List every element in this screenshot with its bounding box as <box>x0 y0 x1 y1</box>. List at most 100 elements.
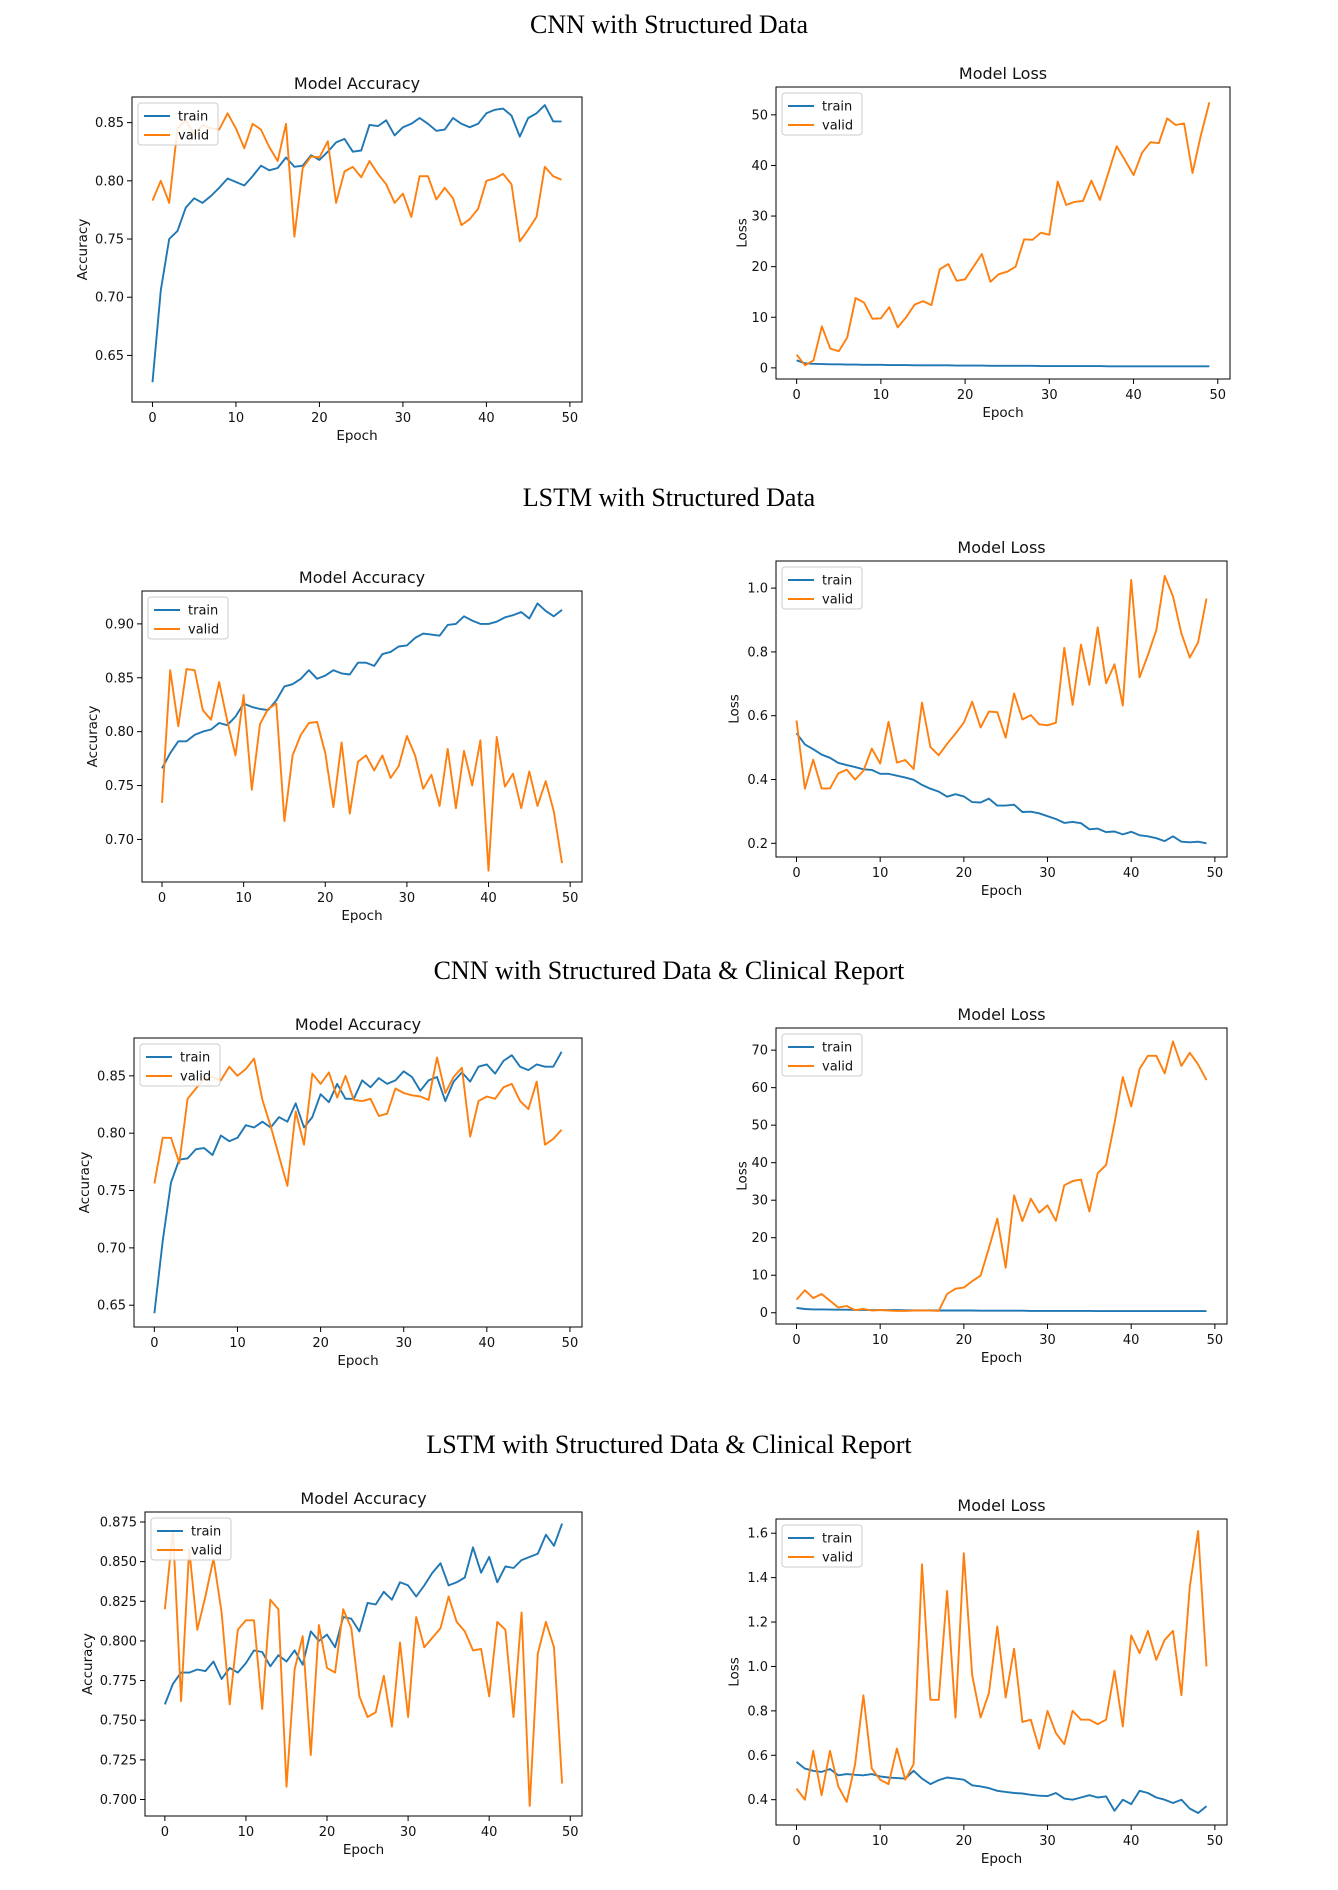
y-tick-label: 30 <box>751 210 768 225</box>
legend-valid-label: valid <box>822 1551 853 1566</box>
x-tick-label: 40 <box>478 411 495 426</box>
y-tick-label: 0.85 <box>95 116 124 131</box>
y-axis-label: Loss <box>727 1657 743 1687</box>
train-series-line <box>151 104 562 383</box>
y-tick-label: 0.75 <box>105 779 134 794</box>
lstm-struct-clinical-loss-chart: Model Loss 0 10 20 30 40 50 0.4 0.6 0.8 1.0 1.2 1.4 1… <box>727 1496 1228 1867</box>
valid-series-line <box>163 1528 564 1807</box>
valid-series-line <box>795 101 1211 367</box>
y-tick-label: 0.65 <box>95 349 124 364</box>
x-tick-label: 10 <box>872 1333 889 1348</box>
x-tick-label: 10 <box>873 388 890 403</box>
y-tick-label: 1.2 <box>747 1616 768 1631</box>
y-tick-label: 50 <box>751 108 768 123</box>
x-tick-label: 50 <box>1207 1333 1224 1348</box>
plot-frame <box>775 1027 1228 1325</box>
x-tick-label: 10 <box>872 1834 889 1849</box>
x-tick-label: 20 <box>317 891 334 906</box>
x-tick-label: 30 <box>1039 866 1056 881</box>
train-series-line <box>795 732 1207 845</box>
legend: train valid <box>781 1033 863 1077</box>
x-tick-label: 20 <box>956 1333 973 1348</box>
plot-title: Model Loss <box>957 1496 1045 1515</box>
x-tick-label: 40 <box>1123 1834 1140 1849</box>
legend-valid-label: valid <box>191 1544 222 1559</box>
legend-train-label: train <box>822 1041 852 1056</box>
section-title-3: CNN with Structured Data & Clinical Repo… <box>433 956 905 985</box>
y-tick-label: 0.80 <box>95 174 124 189</box>
legend: train valid <box>147 596 229 640</box>
y-tick-label: 20 <box>751 260 768 275</box>
y-tick-label: 0.70 <box>95 291 124 306</box>
legend: train valid <box>781 1524 863 1568</box>
y-axis-label: Accuracy <box>77 1152 93 1214</box>
legend-train-label: train <box>180 1051 210 1066</box>
y-tick-label: 0.8 <box>747 645 768 660</box>
lstm-struct-accuracy-chart: Model Accuracy 0 10 20 30 40 50 0.70 0.75 0.80 0.8… <box>85 568 583 924</box>
y-tick-label: 0.75 <box>97 1184 126 1199</box>
train-series-line <box>796 359 1210 368</box>
y-tick-label: 0 <box>760 1306 768 1321</box>
legend: train valid <box>139 1043 221 1087</box>
x-tick-label: 30 <box>1039 1834 1056 1849</box>
plot-frame <box>144 1511 583 1817</box>
x-axis-label: Epoch <box>337 1353 378 1369</box>
valid-series-line <box>795 1040 1208 1312</box>
x-tick-label: 20 <box>956 1834 973 1849</box>
legend-train-label: train <box>822 574 852 589</box>
legend: train valid <box>137 102 219 146</box>
x-tick-label: 20 <box>312 1336 329 1351</box>
x-tick-label: 0 <box>792 1333 800 1348</box>
y-tick-label: 0.65 <box>97 1299 126 1314</box>
x-tick-label: 0 <box>161 1825 169 1840</box>
plot-frame <box>141 590 583 883</box>
x-tick-label: 30 <box>399 891 416 906</box>
y-tick-label: 0.75 <box>95 233 124 248</box>
x-tick-label: 40 <box>1125 388 1142 403</box>
y-tick-label: 0.90 <box>105 617 134 632</box>
y-tick-label: 0.70 <box>97 1241 126 1256</box>
x-tick-label: 40 <box>479 1336 496 1351</box>
legend-valid-label: valid <box>188 623 219 638</box>
train-series-line <box>795 1761 1208 1814</box>
x-tick-label: 50 <box>1207 1834 1224 1849</box>
y-tick-label: 0.6 <box>747 709 768 724</box>
y-axis-label: Accuracy <box>75 219 91 281</box>
cnn-struct-clinical-accuracy-chart: Model Accuracy 0 10 20 30 40 50 0.65 0.70 0.75 0.8… <box>77 1015 583 1369</box>
y-tick-label: 0.6 <box>747 1749 768 1764</box>
x-tick-label: 30 <box>395 1336 412 1351</box>
x-axis-label: Epoch <box>341 908 382 924</box>
valid-series-line <box>795 575 1208 790</box>
x-tick-label: 50 <box>1207 866 1224 881</box>
section-title-1: CNN with Structured Data <box>529 10 808 39</box>
train-series-line <box>153 1051 563 1314</box>
x-tick-label: 40 <box>1123 866 1140 881</box>
x-axis-label: Epoch <box>343 1842 384 1858</box>
y-tick-label: 0.875 <box>100 1515 137 1530</box>
legend: train valid <box>781 566 863 610</box>
legend-valid-label: valid <box>822 1060 853 1075</box>
lstm-struct-loss-chart: Model Loss 0 10 20 30 40 50 0.2 0.4 0.6 0.8 1.0 Epoc… <box>727 538 1228 899</box>
x-tick-label: 0 <box>158 891 166 906</box>
x-tick-label: 30 <box>400 1825 417 1840</box>
cnn-struct-accuracy-chart: Model Accuracy 0 10 20 30 40 50 0.65 0.70 0.75 0.8… <box>75 74 583 444</box>
x-axis-label: Epoch <box>981 1851 1022 1867</box>
section-title-4: LSTM with Structured Data & Clinical Rep… <box>426 1430 912 1459</box>
y-tick-label: 0.4 <box>747 1793 768 1808</box>
legend-valid-label: valid <box>180 1070 211 1085</box>
y-tick-label: 0.800 <box>100 1634 137 1649</box>
valid-series-line <box>151 112 562 243</box>
legend: train valid <box>781 92 863 136</box>
plot-frame <box>775 560 1228 858</box>
x-tick-label: 30 <box>1039 1333 1056 1348</box>
y-tick-label: 0.4 <box>747 773 768 788</box>
y-tick-label: 40 <box>751 1156 768 1171</box>
y-tick-label: 0.850 <box>100 1555 137 1570</box>
valid-series-line <box>795 1530 1208 1803</box>
cnn-struct-clinical-loss-chart: Model Loss 0 10 20 30 40 50 0 10 20 30 40 50 60 70 Epoc… <box>734 1005 1228 1366</box>
y-tick-label: 40 <box>751 159 768 174</box>
x-tick-label: 10 <box>238 1825 255 1840</box>
y-tick-label: 50 <box>751 1119 768 1134</box>
x-tick-label: 30 <box>395 411 412 426</box>
legend-valid-label: valid <box>178 129 209 144</box>
